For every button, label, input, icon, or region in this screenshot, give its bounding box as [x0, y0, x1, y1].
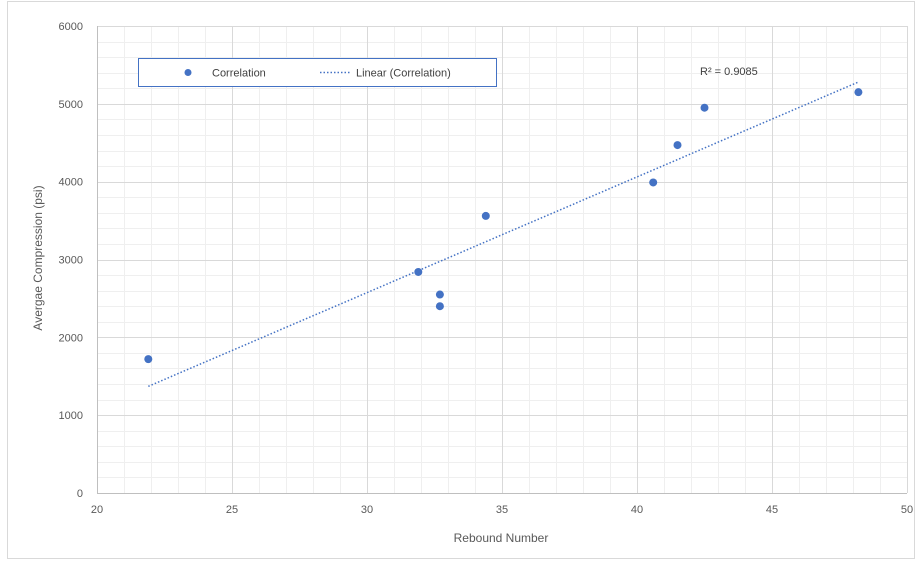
- linear-trendline: [148, 81, 859, 388]
- y-tick-label: 4000: [59, 177, 83, 189]
- axes: [97, 26, 907, 494]
- tick-labels: 20 25 30 35 40 45 50 0 1000 2000 3000 4000 5000 6000: [59, 21, 914, 516]
- data-point: [481, 211, 490, 220]
- trendline-layer: [148, 81, 859, 388]
- data-point: [649, 178, 658, 187]
- data-points: [144, 88, 863, 364]
- chart-frame: [7, 1, 915, 559]
- data-point: [854, 88, 863, 97]
- x-tick-label: 20: [91, 504, 103, 516]
- y-axis-title: Avergae Compression (psi): [31, 185, 45, 330]
- x-tick-label: 40: [631, 504, 643, 516]
- x-tick-label: 50: [901, 504, 913, 516]
- y-tick-label: 6000: [59, 21, 83, 33]
- r-squared-annotation: R² = 0.9085: [700, 66, 758, 78]
- y-tick-label: 1000: [59, 410, 83, 422]
- data-point: [700, 103, 709, 112]
- data-point: [144, 355, 153, 364]
- y-tick-label: 5000: [59, 99, 83, 111]
- legend-label-linear: Linear (Correlation): [356, 68, 451, 80]
- x-tick-label: 30: [361, 504, 373, 516]
- x-tick-label: 45: [766, 504, 778, 516]
- legend-box: [138, 58, 497, 87]
- legend-marker-correlation: [184, 69, 192, 76]
- x-tick-label: 35: [496, 504, 508, 516]
- y-tick-label: 0: [77, 488, 83, 500]
- data-point: [435, 290, 444, 299]
- data-point: [435, 302, 444, 311]
- x-tick-label: 25: [226, 504, 238, 516]
- y-tick-label: 3000: [59, 255, 83, 267]
- data-point: [414, 267, 423, 276]
- legend: Correlation Linear (Correlation): [138, 58, 497, 87]
- y-tick-label: 2000: [59, 332, 83, 344]
- legend-label-correlation: Correlation: [212, 68, 266, 80]
- x-axis-title: Rebound Number: [454, 531, 549, 545]
- data-point: [673, 141, 682, 150]
